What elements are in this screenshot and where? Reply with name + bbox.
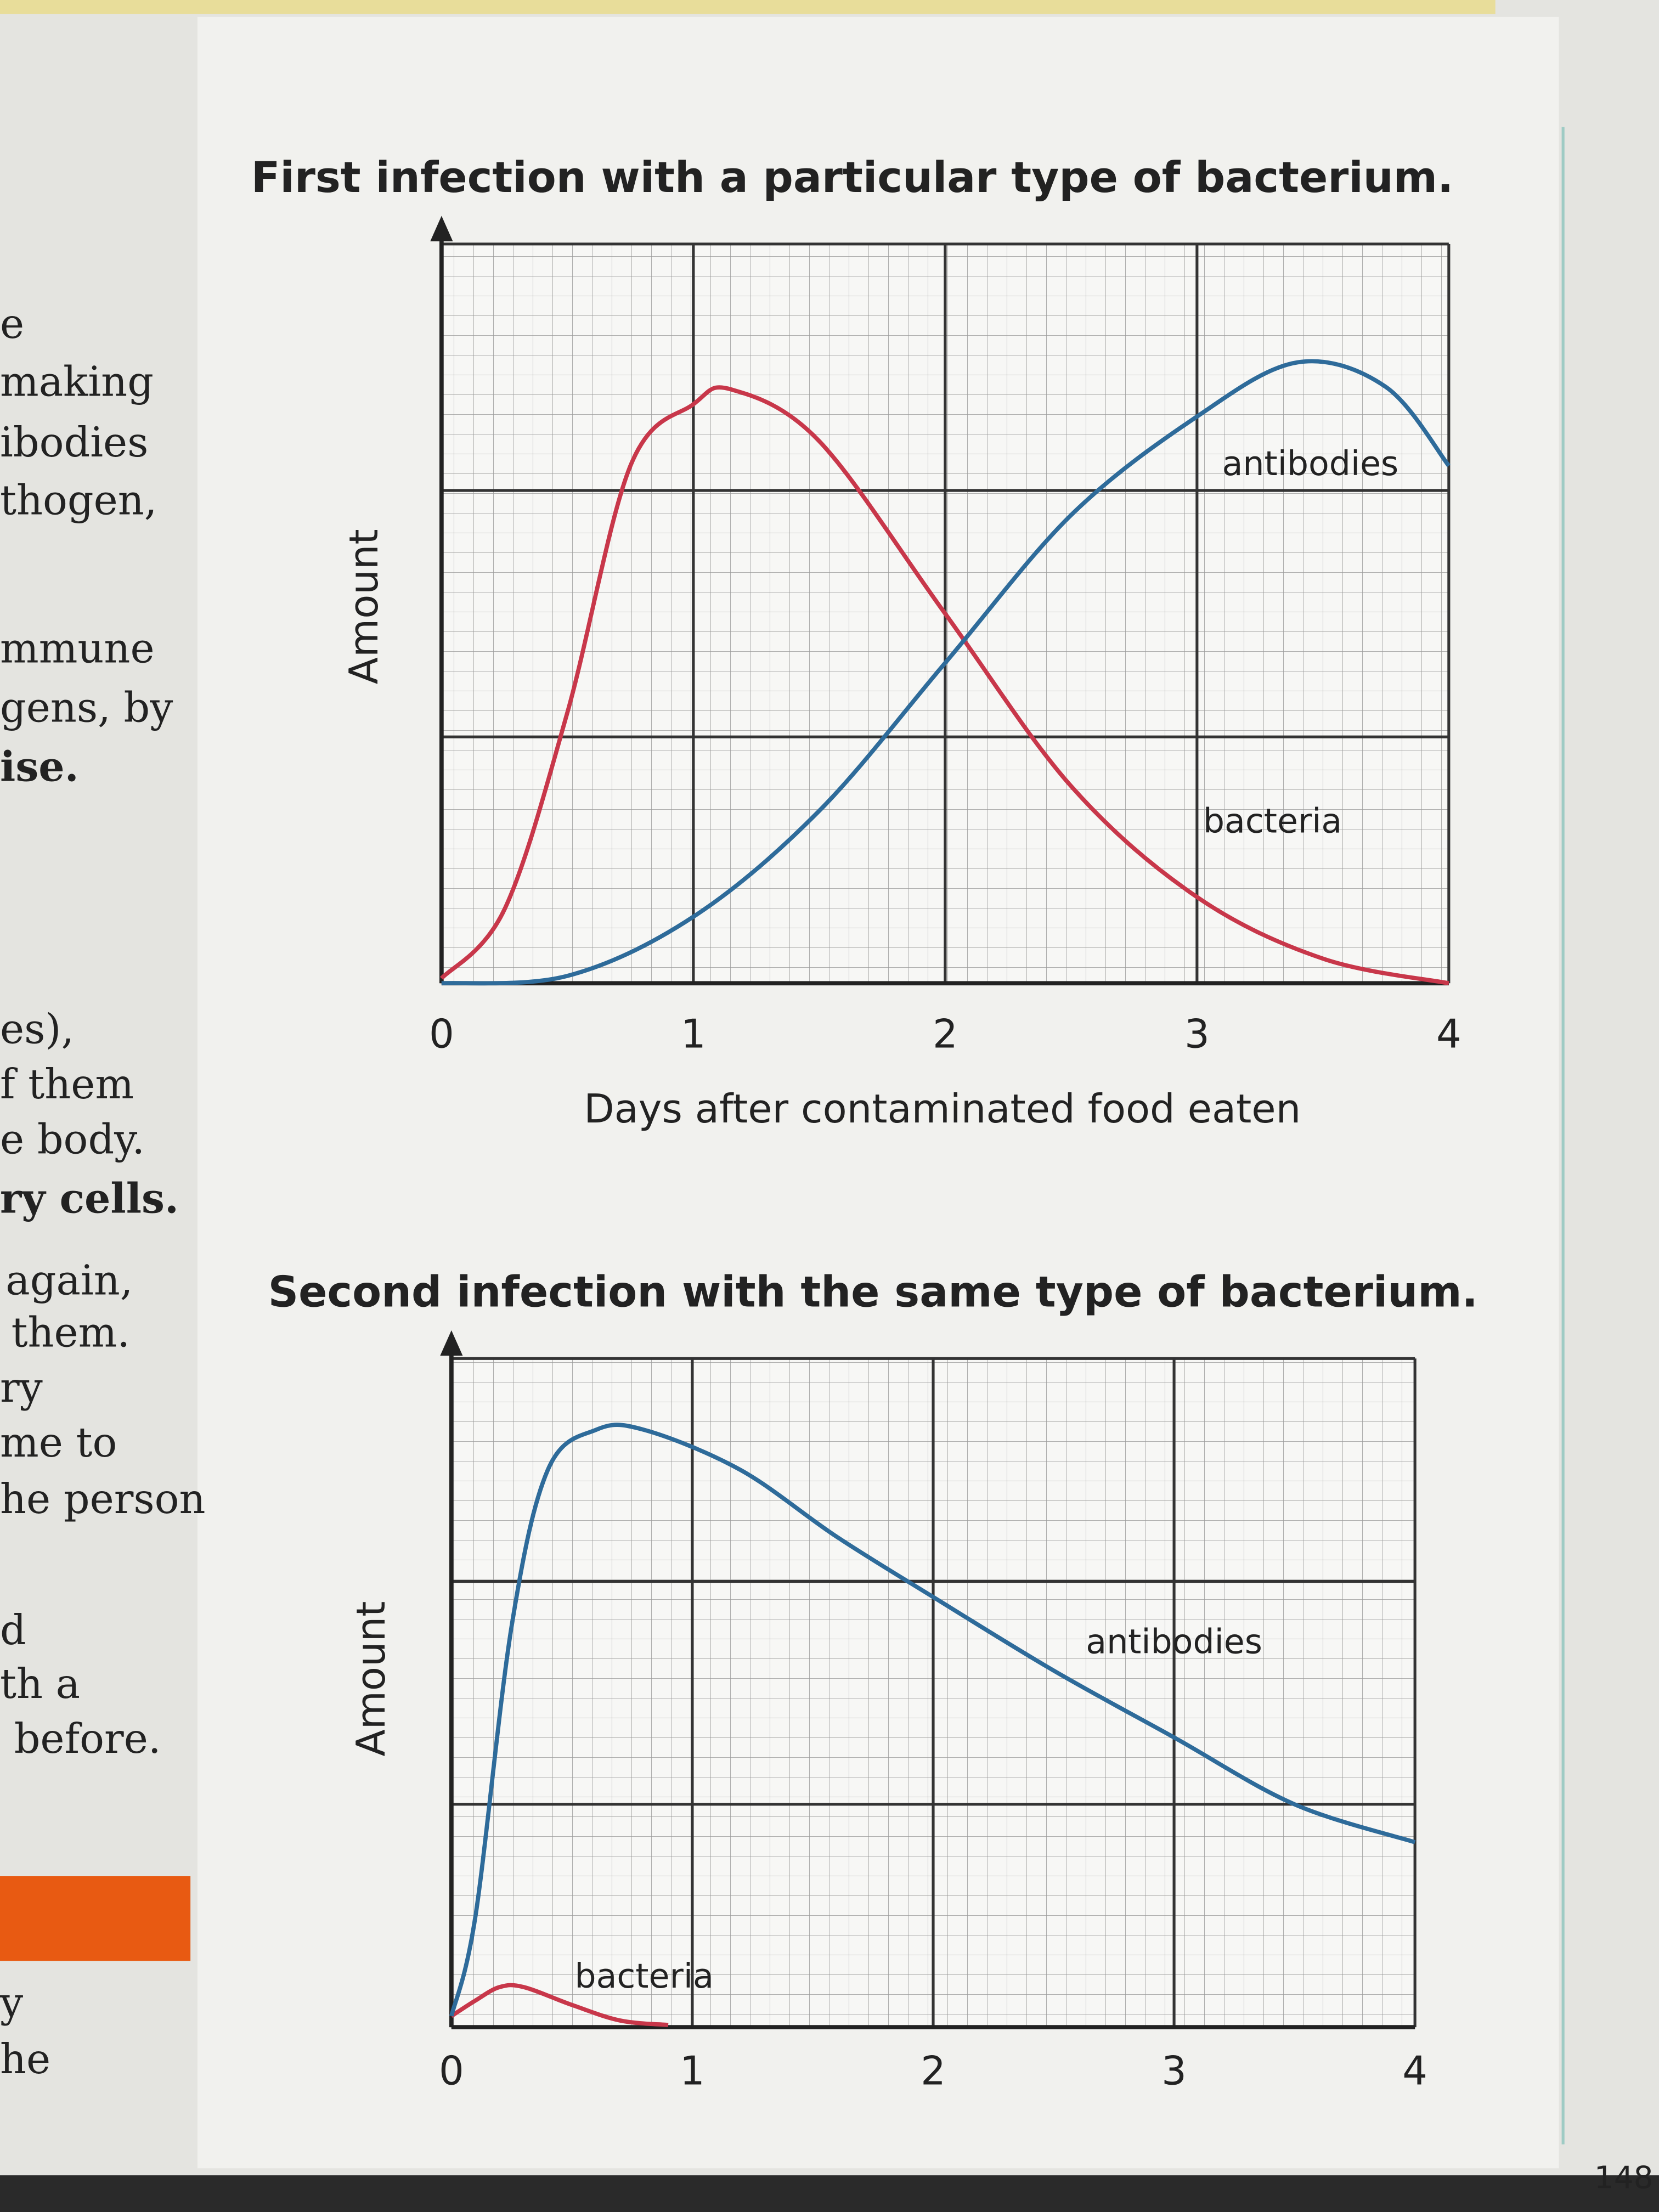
- side-text: ise.: [0, 743, 79, 791]
- x-tick-label: 1: [680, 2048, 705, 2094]
- x-tick-label: 1: [681, 1011, 706, 1057]
- x-tick-label: 0: [429, 1011, 454, 1057]
- side-text: d: [0, 1606, 26, 1654]
- side-text: making: [0, 358, 154, 405]
- side-text: them.: [12, 1309, 131, 1357]
- top-strip: [0, 0, 1496, 14]
- side-text: y: [0, 1979, 23, 2027]
- side-text: before.: [14, 1715, 161, 1763]
- side-text: he: [0, 2035, 50, 2083]
- y-axis-label: Amount: [341, 529, 387, 684]
- series-line: [440, 385, 1449, 986]
- side-text: ibodies: [0, 419, 148, 466]
- side-text: th a: [0, 1660, 80, 1708]
- series-label: antibodies: [1086, 1622, 1262, 1661]
- x-tick-label: 2: [921, 2048, 946, 2094]
- side-text: ry: [0, 1364, 43, 1412]
- side-text: gens, by: [0, 684, 173, 731]
- side-text: mmune: [0, 624, 155, 672]
- x-tick-label: 4: [1402, 2048, 1427, 2094]
- taskbar: [0, 2175, 1659, 2212]
- x-tick-label: 2: [933, 1011, 958, 1057]
- x-tick-label: 0: [439, 2048, 464, 2094]
- side-text: he person: [0, 1475, 206, 1523]
- side-text: e body.: [0, 1115, 145, 1163]
- axis-arrow: [430, 216, 453, 241]
- side-text: again,: [5, 1256, 133, 1304]
- x-tick-label: 4: [1436, 1011, 1462, 1057]
- series-label: bacteria: [1203, 801, 1342, 840]
- side-text: thogen,: [0, 476, 157, 524]
- axis-arrow: [440, 1330, 463, 1356]
- page-number: 148: [1594, 2159, 1654, 2196]
- x-axis-label: Days after contaminated food eaten: [584, 1086, 1301, 1132]
- chart-title: First infection with a particular type o…: [251, 153, 1454, 202]
- series-line: [450, 1983, 669, 2027]
- orange-block: [0, 1876, 191, 1961]
- x-tick-label: 3: [1161, 2048, 1187, 2094]
- side-text: es),: [0, 1006, 74, 1053]
- series-line: [449, 1423, 1416, 2017]
- side-text: e: [0, 300, 24, 348]
- series-line: [441, 359, 1451, 986]
- side-text: me to: [0, 1419, 117, 1466]
- x-tick-label: 3: [1184, 1011, 1210, 1057]
- side-text: ry cells.: [0, 1174, 179, 1222]
- side-text: f them: [0, 1060, 134, 1108]
- chart-title: Second infection with the same type of b…: [268, 1268, 1478, 1317]
- series-label: bacteria: [574, 1956, 713, 1996]
- y-axis-label: Amount: [348, 1601, 394, 1757]
- series-label: antibodies: [1222, 444, 1399, 483]
